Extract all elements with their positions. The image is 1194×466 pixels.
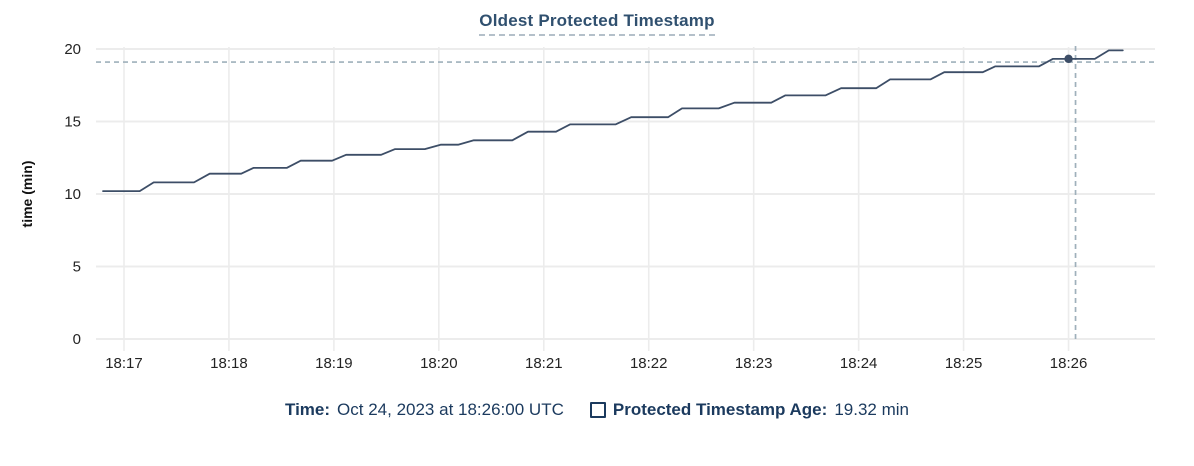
legend-time-item: Time: Oct 24, 2023 at 18:26:00 UTC [285,400,564,420]
chart-legend: Time: Oct 24, 2023 at 18:26:00 UTC Prote… [0,400,1194,420]
x-tick-label: 18:22 [630,355,668,372]
y-axis-title: time (min) [19,161,35,228]
y-tick-label: 0 [73,331,81,348]
x-tick-label: 18:23 [735,355,773,372]
x-tick-label: 18:18 [210,355,248,372]
legend-series-value: 19.32 min [834,400,909,419]
legend-series-item: Protected Timestamp Age: 19.32 min [589,400,909,420]
x-tick-label: 18:17 [105,355,143,372]
grid-layer [96,47,1155,351]
legend-time-value: Oct 24, 2023 at 18:26:00 UTC [337,400,564,419]
x-tick-label: 18:26 [1050,355,1088,372]
y-tick-label: 5 [73,259,81,276]
x-tick-label: 18:25 [945,355,983,372]
x-tick-label: 18:19 [315,355,353,372]
series-toggle-checkbox[interactable] [589,402,606,418]
legend-series-label: Protected Timestamp Age: [612,400,828,419]
legend-time-label: Time: [285,400,331,419]
y-tick-label: 15 [64,114,81,131]
chart-title[interactable]: Oldest Protected Timestamp [479,11,715,36]
x-axis-labels: 18:17 18:18 18:19 18:20 18:21 18:22 18:23 18:24… [105,355,1087,372]
hover-point-dot [1064,54,1073,64]
x-tick-label: 18:21 [525,355,563,372]
y-axis-labels: 0 5 10 15 20 [64,41,81,348]
x-tick-label: 18:24 [840,355,878,372]
series-line-protected-timestamp-age [102,49,1124,193]
y-tick-label: 20 [64,41,81,58]
chart-header: Oldest Protected Timestamp [0,0,1194,36]
y-tick-label: 10 [64,186,81,203]
x-tick-label: 18:20 [420,355,458,372]
